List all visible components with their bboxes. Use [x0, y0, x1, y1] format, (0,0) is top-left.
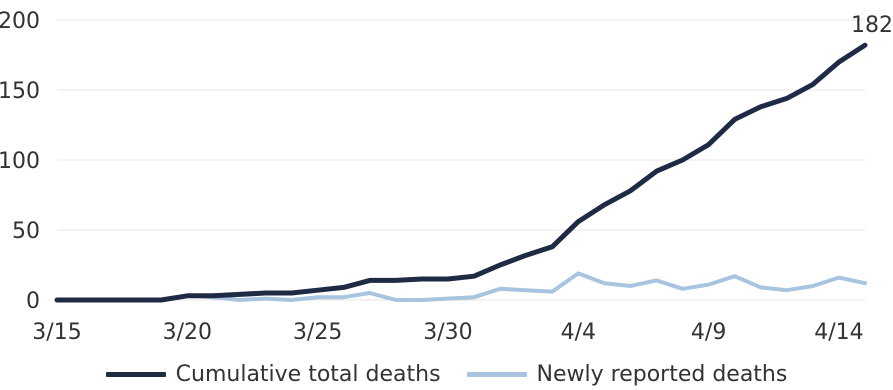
series-line-cumulative — [54, 42, 868, 303]
end-value-label: 182 — [851, 13, 893, 38]
legend-swatch-cumulative — [105, 371, 166, 377]
point-cumulative-4-1 — [498, 263, 503, 268]
point-new-4-14 — [836, 275, 841, 280]
point-cumulative-3-17 — [107, 298, 112, 303]
point-cumulative-4-13 — [810, 82, 815, 87]
point-cumulative-3-27 — [367, 278, 372, 283]
point-cumulative-3-15 — [55, 298, 60, 303]
point-new-3-23 — [263, 296, 268, 301]
point-new-4-13 — [810, 284, 815, 289]
point-new-4-9 — [706, 282, 711, 287]
point-new-4-7 — [654, 278, 659, 283]
y-axis: 0 50 100 150 200 — [0, 9, 40, 314]
point-cumulative-4-5 — [602, 202, 607, 207]
legend-label-cumulative: Cumulative total deaths — [175, 361, 441, 387]
point-new-3-22 — [237, 298, 242, 303]
point-cumulative-4-4 — [576, 219, 581, 224]
point-cumulative-3-16 — [81, 298, 86, 303]
point-new-4-11 — [758, 285, 763, 290]
point-cumulative-3-23 — [263, 291, 268, 296]
legend: Cumulative total deaths Newly reported d… — [0, 358, 893, 390]
point-new-4-5 — [602, 281, 607, 286]
point-cumulative-3-18 — [133, 298, 138, 303]
x-tick-label: 3/30 — [423, 320, 472, 345]
point-new-3-26 — [341, 295, 346, 300]
point-new-4-6 — [628, 284, 633, 289]
point-cumulative-3-19 — [159, 298, 164, 303]
point-new-4-8 — [680, 286, 685, 291]
x-tick-label: 3/20 — [163, 320, 212, 345]
point-new-4-12 — [784, 288, 789, 293]
y-tick-label: 150 — [0, 79, 40, 104]
point-cumulative-4-10 — [732, 117, 737, 122]
legend-label-new: Newly reported deaths — [536, 361, 788, 387]
point-cumulative-3-30 — [445, 277, 450, 282]
y-tick-label: 100 — [0, 149, 40, 174]
x-tick-label: 4/14 — [814, 320, 863, 345]
y-tick-label: 0 — [26, 289, 40, 314]
grid-lines — [57, 19, 865, 301]
x-tick-label: 4/4 — [561, 320, 596, 345]
point-new-4-3 — [550, 289, 555, 294]
point-cumulative-3-22 — [237, 292, 242, 297]
annotation-layer: 182 — [851, 13, 893, 38]
point-cumulative-4-8 — [680, 158, 685, 163]
point-new-3-25 — [315, 295, 320, 300]
point-cumulative-4-11 — [758, 104, 763, 109]
point-cumulative-4-9 — [706, 142, 711, 147]
x-tick-label: 4/9 — [691, 320, 726, 345]
point-new-4-1 — [498, 286, 503, 291]
series-layer — [54, 42, 868, 303]
y-tick-label: 50 — [12, 219, 40, 244]
point-cumulative-3-31 — [472, 274, 477, 279]
point-cumulative-4-12 — [784, 96, 789, 101]
point-cumulative-3-29 — [419, 277, 424, 282]
point-new-3-24 — [289, 298, 294, 303]
point-cumulative-4-7 — [654, 169, 659, 174]
point-cumulative-4-15 — [863, 43, 868, 48]
x-tick-label: 3/25 — [293, 320, 342, 345]
x-axis: 3/15 3/20 3/25 3/30 4/4 4/9 4/14 — [32, 320, 863, 345]
point-cumulative-3-24 — [289, 291, 294, 296]
point-cumulative-4-6 — [628, 188, 633, 193]
legend-swatch-new — [466, 371, 527, 377]
point-new-4-10 — [732, 274, 737, 279]
point-cumulative-3-26 — [341, 285, 346, 290]
point-new-3-27 — [367, 291, 372, 296]
point-new-3-31 — [472, 295, 477, 300]
point-cumulative-3-20 — [185, 293, 190, 298]
point-cumulative-3-21 — [211, 293, 216, 298]
legend-item-new[interactable]: Newly reported deaths — [466, 361, 788, 387]
point-cumulative-3-28 — [393, 278, 398, 283]
point-new-3-28 — [393, 298, 398, 303]
point-cumulative-4-2 — [524, 253, 529, 258]
point-new-4-15 — [863, 281, 868, 286]
point-new-4-2 — [524, 288, 529, 293]
point-new-3-30 — [445, 296, 450, 301]
point-cumulative-4-3 — [550, 244, 555, 249]
point-new-3-29 — [419, 298, 424, 303]
y-tick-label: 200 — [0, 9, 40, 34]
x-tick-label: 3/15 — [32, 320, 81, 345]
point-new-4-4 — [576, 271, 581, 276]
point-cumulative-4-14 — [836, 60, 841, 65]
point-cumulative-3-25 — [315, 288, 320, 293]
legend-item-cumulative[interactable]: Cumulative total deaths — [105, 361, 441, 387]
